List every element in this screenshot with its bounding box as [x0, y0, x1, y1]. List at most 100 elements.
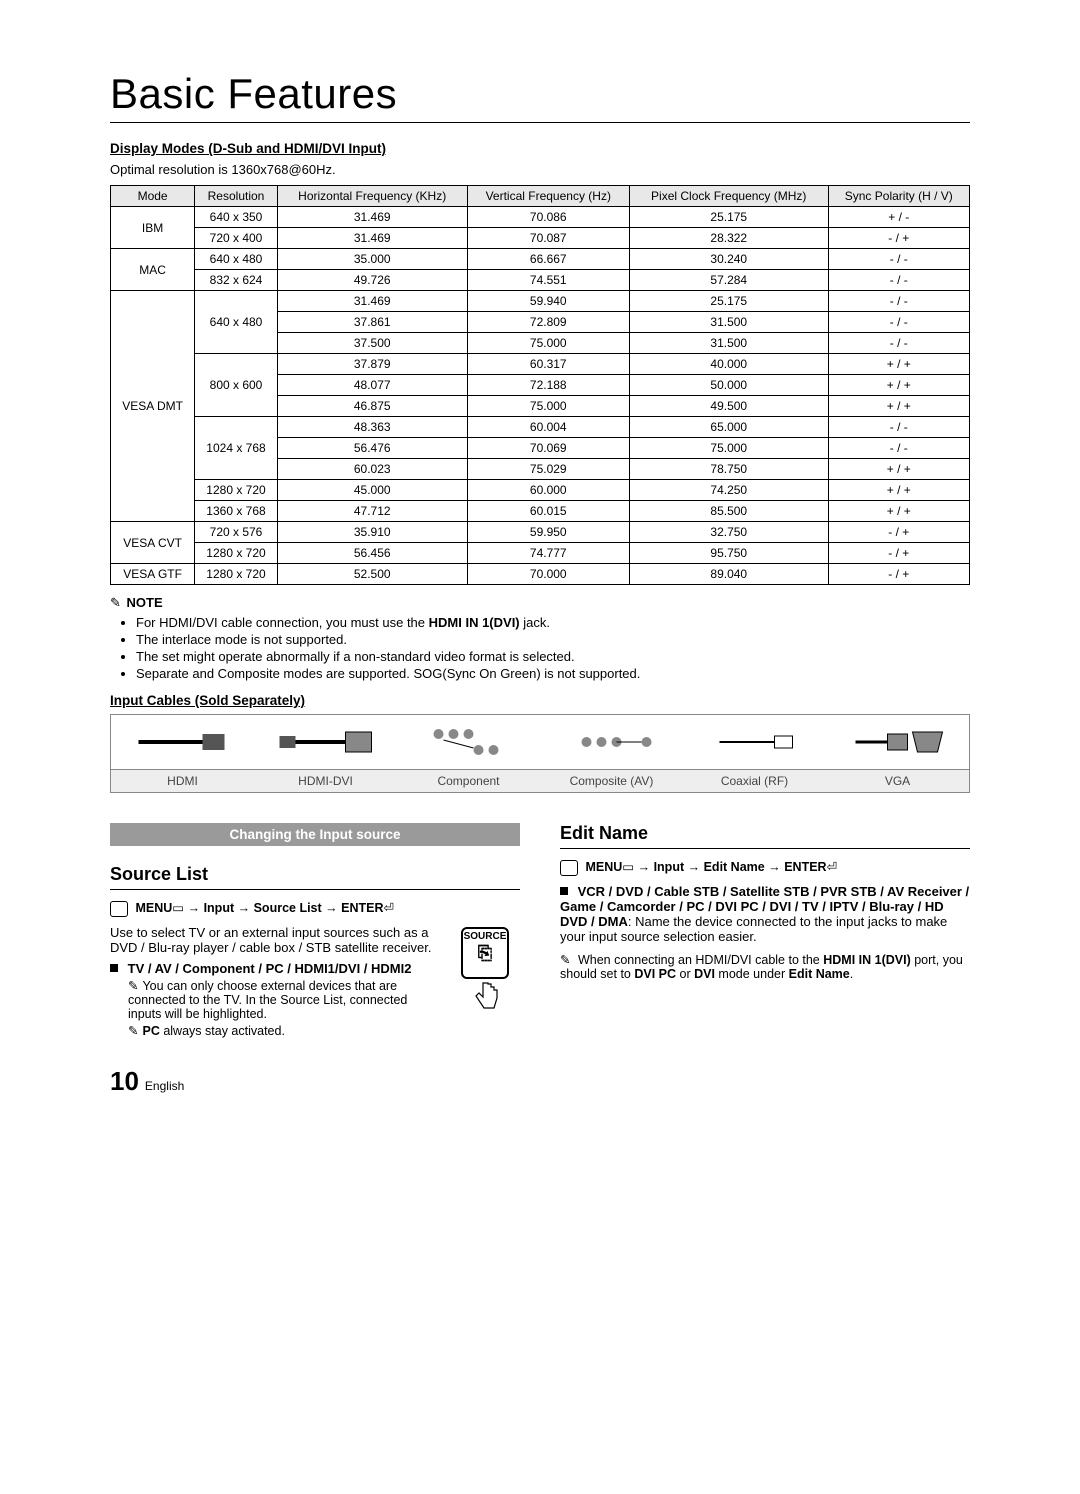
table-cell: 59.950	[467, 522, 629, 543]
th-resolution: Resolution	[195, 186, 278, 207]
mode-cell: VESA GTF	[111, 564, 195, 585]
cable-label: Component	[397, 770, 540, 792]
table-cell: 28.322	[629, 228, 828, 249]
table-cell: 832 x 624	[195, 270, 278, 291]
source-list-desc: Use to select TV or an external input so…	[110, 925, 440, 955]
table-cell: 70.000	[467, 564, 629, 585]
table-cell: 46.875	[277, 396, 467, 417]
table-cell: + / +	[828, 396, 969, 417]
table-cell: - / -	[828, 333, 969, 354]
resolution-cell: 800 x 600	[195, 354, 278, 417]
editname-menu-path: MENU▭ → Input → Edit Name → ENTER⏎	[560, 859, 970, 876]
table-cell: 70.069	[467, 438, 629, 459]
table-cell: 720 x 576	[195, 522, 278, 543]
cable-label: VGA	[826, 770, 969, 792]
right-column: Edit Name MENU▭ → Input → Edit Name → EN…	[560, 823, 970, 1038]
table-cell: 70.086	[467, 207, 629, 228]
table-cell: 31.500	[629, 333, 828, 354]
table-cell: 56.476	[277, 438, 467, 459]
note-item: For HDMI/DVI cable connection, you must …	[136, 615, 970, 630]
source-glyph-icon: ⎘	[478, 944, 492, 962]
table-cell: 89.040	[629, 564, 828, 585]
table-cell: - / -	[828, 312, 969, 333]
table-cell: 66.667	[467, 249, 629, 270]
square-bullet-icon	[110, 964, 118, 972]
table-cell: 25.175	[629, 291, 828, 312]
table-cell: 78.750	[629, 459, 828, 480]
th-hfreq: Horizontal Frequency (KHz)	[277, 186, 467, 207]
table-cell: + / +	[828, 459, 969, 480]
table-cell: 74.250	[629, 480, 828, 501]
table-cell: - / -	[828, 270, 969, 291]
left-column: Changing the Input source Source List ME…	[110, 823, 520, 1038]
source-list-options: TV / AV / Component / PC / HDMI1/DVI / H…	[128, 961, 412, 976]
section-bar: Changing the Input source	[110, 823, 520, 846]
cable-vga-img	[826, 715, 969, 769]
table-cell: 35.910	[277, 522, 467, 543]
cable-label: Composite (AV)	[540, 770, 683, 792]
remote-icon	[110, 901, 128, 917]
display-modes-heading: Display Modes (D-Sub and HDMI/DVI Input)	[110, 141, 970, 156]
cable-hdmidvi-img	[254, 715, 397, 769]
table-cell: 48.363	[277, 417, 467, 438]
resolution-cell: 1280 x 720	[195, 480, 278, 501]
mode-cell: VESA DMT	[111, 291, 195, 522]
table-cell: 60.004	[467, 417, 629, 438]
notes-list: For HDMI/DVI cable connection, you must …	[136, 615, 970, 681]
cable-component-img	[397, 715, 540, 769]
note-item: Separate and Composite modes are support…	[136, 666, 970, 681]
page-footer: 10 English	[110, 1066, 970, 1097]
th-pixclock: Pixel Clock Frequency (MHz)	[629, 186, 828, 207]
table-cell: 640 x 350	[195, 207, 278, 228]
table-cell: 85.500	[629, 501, 828, 522]
table-cell: - / -	[828, 417, 969, 438]
mode-cell: VESA CVT	[111, 522, 195, 564]
table-cell: 60.015	[467, 501, 629, 522]
table-cell: - / +	[828, 228, 969, 249]
edit-name-heading: Edit Name	[560, 823, 970, 844]
cable-images-row	[110, 714, 970, 769]
table-cell: 31.469	[277, 228, 467, 249]
table-cell: - / +	[828, 522, 969, 543]
table-cell: 95.750	[629, 543, 828, 564]
th-sync: Sync Polarity (H / V)	[828, 186, 969, 207]
resolution-cell: 640 x 480	[195, 291, 278, 354]
table-cell: 65.000	[629, 417, 828, 438]
table-cell: 74.551	[467, 270, 629, 291]
table-cell: 60.000	[467, 480, 629, 501]
table-cell: 1280 x 720	[195, 564, 278, 585]
resolution-cell: 1360 x 768	[195, 501, 278, 522]
page-title: Basic Features	[110, 70, 970, 123]
table-cell: 47.712	[277, 501, 467, 522]
table-cell: - / -	[828, 438, 969, 459]
table-cell: 75.029	[467, 459, 629, 480]
mode-cell: IBM	[111, 207, 195, 249]
cable-hdmi-img	[111, 715, 254, 769]
note-icon: ✎	[110, 595, 121, 610]
note-item: The set might operate abnormally if a no…	[136, 649, 970, 664]
table-cell: - / -	[828, 249, 969, 270]
source-sub-note-1: ✎You can only choose external devices th…	[128, 978, 440, 1021]
table-cell: - / +	[828, 543, 969, 564]
table-cell: 32.750	[629, 522, 828, 543]
page-language: English	[145, 1079, 184, 1093]
table-cell: 56.456	[277, 543, 467, 564]
table-cell: 40.000	[629, 354, 828, 375]
cable-label: Coaxial (RF)	[683, 770, 826, 792]
table-cell: 48.077	[277, 375, 467, 396]
table-cell: 59.940	[467, 291, 629, 312]
hand-pointer-icon	[465, 979, 505, 1013]
table-cell: 50.000	[629, 375, 828, 396]
remote-icon	[560, 860, 578, 876]
table-cell: 1280 x 720	[195, 543, 278, 564]
source-list-heading: Source List	[110, 864, 520, 885]
table-cell: 31.469	[277, 291, 467, 312]
source-menu-path: MENU▭ → Input → Source List → ENTER⏎	[110, 900, 520, 917]
table-cell: 72.188	[467, 375, 629, 396]
table-cell: - / +	[828, 564, 969, 585]
optimal-resolution-text: Optimal resolution is 1360x768@60Hz.	[110, 162, 970, 177]
table-cell: 37.500	[277, 333, 467, 354]
cable-composite-img	[540, 715, 683, 769]
table-cell: + / -	[828, 207, 969, 228]
table-cell: 49.500	[629, 396, 828, 417]
